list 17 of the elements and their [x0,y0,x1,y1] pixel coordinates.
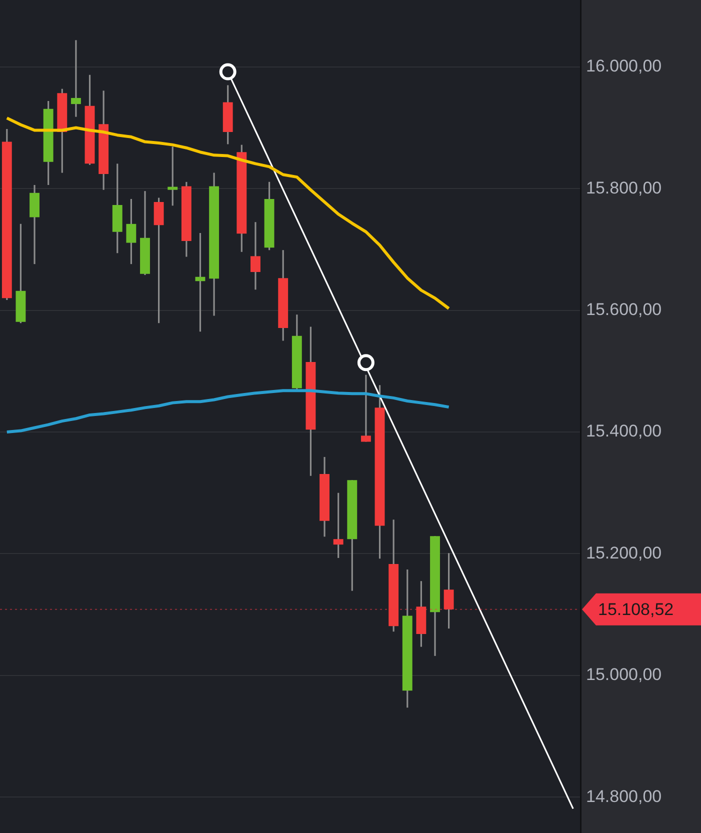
candlestick [250,221,260,290]
candlestick [360,374,371,443]
candlestick [126,198,136,265]
y-tick-label: 16.000,00 [586,56,662,76]
y-tick-label: 15.600,00 [586,300,662,320]
y-tick-label: 15.800,00 [586,178,662,198]
candlestick [444,552,454,630]
candlestick [154,196,164,324]
ref-line-label: 15.108,52 [598,600,674,620]
candlestick [333,492,344,559]
y-tick-label: 15.000,00 [586,665,662,684]
candlestick [70,39,81,118]
y-tick-label: 15.200,00 [586,543,662,562]
y-tick-label: 14.800,00 [586,786,662,806]
candlestick [195,232,206,332]
y-tick-label: 15.400,00 [586,422,662,441]
candlestick [168,146,178,206]
